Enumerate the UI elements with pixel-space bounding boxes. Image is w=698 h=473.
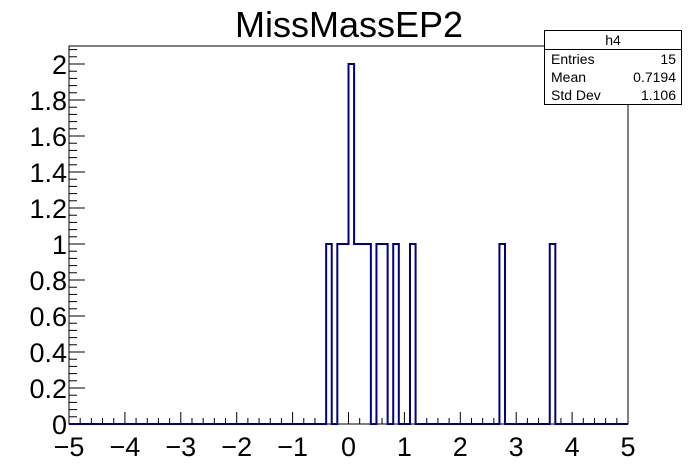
stats-histogram-name: h4 bbox=[545, 31, 681, 50]
x-tick-label: 0 bbox=[341, 432, 356, 462]
histogram-line bbox=[69, 63, 628, 425]
x-tick-label: 1 bbox=[397, 432, 412, 462]
y-tick-label: 1.6 bbox=[29, 122, 67, 152]
stats-mean-value: 0.7194 bbox=[633, 69, 676, 85]
stats-stddev-label: Std Dev bbox=[551, 87, 601, 103]
y-tick-label: 1.8 bbox=[29, 86, 67, 116]
x-tick-labels: −5 −4 −3 −2 −1 0 1 2 3 4 5 bbox=[54, 432, 636, 462]
x-tick-label: −4 bbox=[110, 432, 141, 462]
stats-mean-row: Mean 0.7194 bbox=[545, 68, 681, 86]
stats-entries-value: 15 bbox=[660, 51, 676, 67]
stats-entries-row: Entries 15 bbox=[545, 50, 681, 68]
y-tick-label: 1.4 bbox=[29, 158, 67, 188]
y-tick-labels: 0 0.2 0.4 0.6 0.8 1 1.2 1.4 1.6 1.8 2 bbox=[29, 50, 67, 440]
x-tick-label: 4 bbox=[565, 432, 580, 462]
stats-mean-label: Mean bbox=[551, 69, 587, 85]
y-tick-label: 1 bbox=[52, 230, 67, 260]
stats-stddev-row: Std Dev 1.106 bbox=[545, 86, 681, 104]
chart-title: MissMassEP2 bbox=[234, 4, 464, 45]
stats-box: h4 Entries 15 Mean 0.7194 Std Dev 1.106 bbox=[544, 30, 682, 105]
x-tick-label: −1 bbox=[277, 432, 308, 462]
stats-entries-label: Entries bbox=[551, 51, 595, 67]
y-tick-label: 0.2 bbox=[29, 374, 67, 404]
x-tick-label: 2 bbox=[453, 432, 468, 462]
x-tick-label: 3 bbox=[509, 432, 524, 462]
y-tick-label: 0.6 bbox=[29, 302, 67, 332]
x-tick-label: −2 bbox=[221, 432, 252, 462]
x-tick-label: 5 bbox=[620, 432, 635, 462]
y-tick-label: 2 bbox=[52, 50, 67, 80]
x-tick-label: −5 bbox=[54, 432, 85, 462]
y-tick-label: 0.4 bbox=[29, 338, 67, 368]
y-tick-label: 1.2 bbox=[29, 194, 67, 224]
x-tick-label: −3 bbox=[165, 432, 196, 462]
stats-stddev-value: 1.106 bbox=[640, 87, 676, 103]
y-tick-label: 0 bbox=[52, 410, 67, 440]
y-tick-label: 0.8 bbox=[29, 266, 67, 296]
